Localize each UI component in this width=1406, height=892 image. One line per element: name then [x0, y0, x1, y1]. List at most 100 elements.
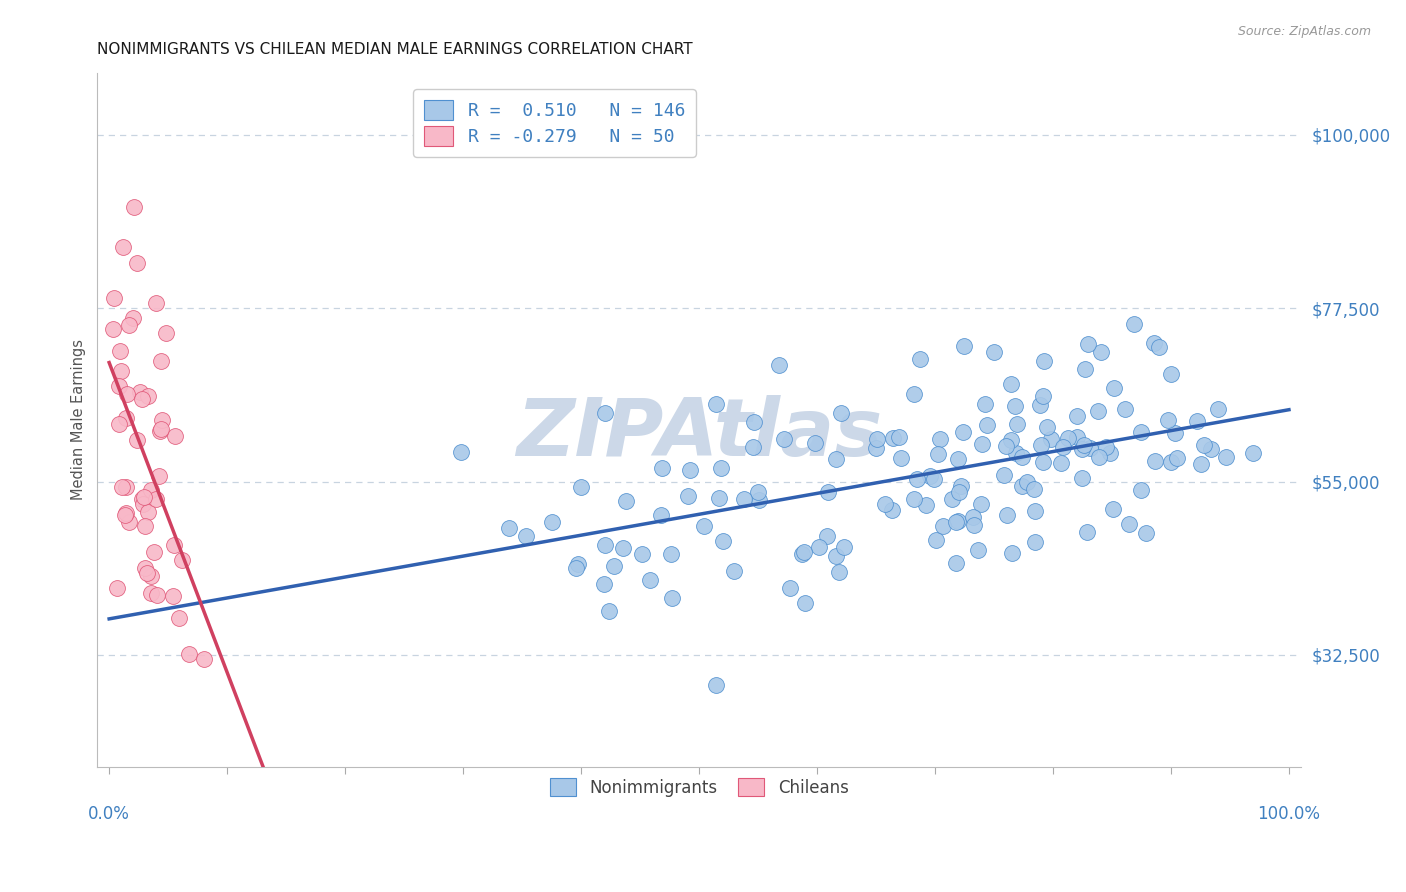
Point [163, 538, 186, 552]
Point [118, 318, 141, 332]
Point [1052, 440, 1074, 454]
Point [1164, 425, 1187, 440]
Text: 0.0%: 0.0% [89, 805, 131, 823]
Point [1129, 483, 1152, 497]
Point [1101, 502, 1123, 516]
Point [1073, 362, 1095, 376]
Point [1143, 454, 1166, 468]
Point [928, 432, 950, 446]
Point [903, 491, 925, 506]
Point [145, 296, 167, 310]
Point [748, 493, 770, 508]
Point [141, 586, 163, 600]
Point [946, 451, 969, 466]
Point [880, 503, 903, 517]
Point [148, 469, 170, 483]
Point [1215, 450, 1237, 464]
Point [723, 564, 745, 578]
Point [145, 491, 167, 506]
Point [1090, 344, 1112, 359]
Point [593, 577, 616, 591]
Point [1123, 318, 1146, 332]
Point [162, 589, 184, 603]
Point [139, 483, 162, 497]
Point [1005, 417, 1028, 432]
Point [103, 291, 125, 305]
Point [773, 432, 796, 446]
Point [995, 508, 1018, 522]
Point [967, 542, 990, 557]
Point [952, 425, 974, 439]
Point [1076, 525, 1098, 540]
Point [946, 514, 969, 528]
Point [945, 515, 967, 529]
Point [148, 425, 170, 439]
Point [704, 678, 727, 692]
Point [709, 461, 731, 475]
Point [612, 541, 634, 556]
Point [945, 557, 967, 571]
Point [1073, 438, 1095, 452]
Point [925, 533, 948, 547]
Point [136, 504, 159, 518]
Point [1077, 337, 1099, 351]
Point [887, 430, 910, 444]
Point [1036, 420, 1059, 434]
Point [134, 561, 156, 575]
Point [108, 417, 131, 432]
Text: 100.0%: 100.0% [1257, 805, 1320, 823]
Point [127, 433, 149, 447]
Point [567, 557, 589, 571]
Point [882, 432, 904, 446]
Point [972, 437, 994, 451]
Point [129, 384, 152, 399]
Point [169, 610, 191, 624]
Point [790, 547, 813, 561]
Point [1005, 446, 1028, 460]
Point [165, 429, 187, 443]
Point [828, 565, 851, 579]
Point [143, 545, 166, 559]
Point [1033, 353, 1056, 368]
Point [779, 581, 801, 595]
Point [595, 538, 617, 552]
Point [115, 480, 138, 494]
Point [1094, 440, 1116, 454]
Point [114, 508, 136, 523]
Point [1194, 438, 1216, 452]
Point [932, 519, 955, 533]
Point [498, 521, 520, 535]
Legend: Nonimmigrants, Chileans: Nonimmigrants, Chileans [543, 772, 855, 804]
Point [1157, 413, 1180, 427]
Point [1088, 450, 1111, 464]
Point [593, 406, 616, 420]
Point [105, 581, 128, 595]
Point [111, 480, 134, 494]
Point [825, 549, 848, 563]
Point [661, 591, 683, 605]
Point [711, 534, 734, 549]
Point [948, 485, 970, 500]
Point [131, 491, 153, 506]
Point [1114, 402, 1136, 417]
Point [1029, 398, 1052, 412]
Point [1147, 339, 1170, 353]
Point [803, 436, 825, 450]
Point [1000, 377, 1022, 392]
Point [976, 418, 998, 433]
Point [1160, 455, 1182, 469]
Point [768, 358, 790, 372]
Point [541, 515, 564, 529]
Point [146, 588, 169, 602]
Point [733, 492, 755, 507]
Point [132, 498, 155, 512]
Point [747, 484, 769, 499]
Point [1199, 442, 1222, 456]
Point [953, 339, 976, 353]
Point [1004, 400, 1026, 414]
Point [640, 574, 662, 588]
Point [793, 545, 815, 559]
Point [177, 647, 200, 661]
Point [678, 489, 700, 503]
Point [1029, 437, 1052, 451]
